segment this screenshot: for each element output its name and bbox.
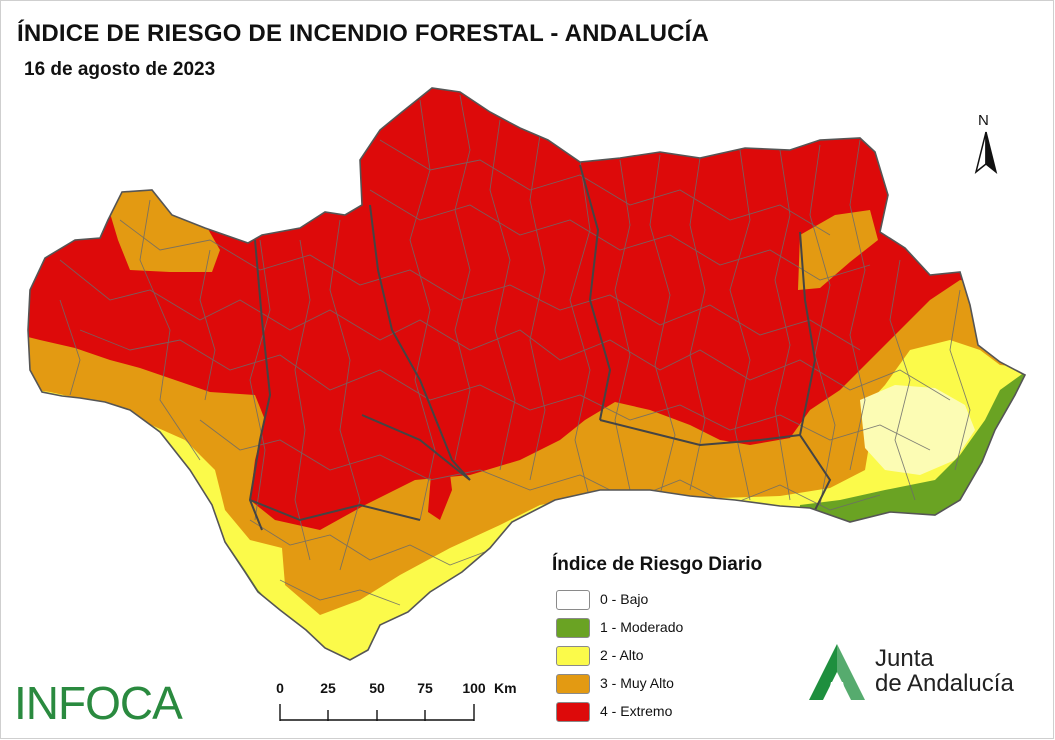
province-boundaries [248,164,832,531]
north-label: N [978,112,989,129]
legend-items: 0 - Bajo 1 - Moderado 2 - Alto 3 - Muy Alto… [552,590,762,730]
legend-item: 0 - Bajo [552,590,762,618]
scale-line [279,704,475,721]
legend-swatch [556,702,590,722]
municipal-boundaries [59,94,971,606]
legend-swatch [556,618,590,638]
map-date: 16 de agosto de 2023 [24,59,216,80]
legend-swatch [556,590,590,610]
legend-item: 4 - Extremo [552,702,762,730]
map-title: ÍNDICE DE RIESGO DE INCENDIO FORESTAL - … [17,20,710,47]
legend-label: 3 - Muy Alto [600,675,674,691]
junta-line1: Junta [875,645,934,672]
legend-label: 0 - Bajo [600,591,649,607]
legend-item: 3 - Muy Alto [552,674,762,702]
zone-muy-alto-ne [798,210,878,290]
scale-unit: Km [494,680,517,696]
legend-swatch [556,646,590,666]
legend-label: 2 - Alto [600,647,644,663]
zone-bajo-se [860,385,975,475]
scale-tick-label: 0 [276,680,284,696]
scale-bar: 0 25 50 75 100 Km [272,680,522,730]
legend: Índice de Riesgo Diario 0 - Bajo 1 - Mode… [552,554,762,730]
junta-logo-text: Junta de Andalucía [875,646,1014,696]
scale-tick-label: 75 [417,680,433,696]
legend-swatch [556,674,590,694]
region-outline [27,87,1027,661]
north-arrow-icon [974,131,998,174]
legend-label: 4 - Extremo [600,703,673,719]
scale-tick-label: 50 [369,680,385,696]
infoca-logo: INFOCA [14,677,183,729]
scale-tick-label: 25 [320,680,336,696]
junta-logo-icon [809,644,865,700]
legend-item: 1 - Moderado [552,618,762,646]
legend-label: 1 - Moderado [600,619,684,635]
legend-item: 2 - Alto [552,646,762,674]
scale-tick-label: 100 [462,680,486,696]
zone-extremo-finger [428,458,452,520]
zone-muy-alto-nw [100,180,220,272]
junta-line2: de Andalucía [875,670,1014,697]
legend-title: Índice de Riesgo Diario [552,554,763,575]
